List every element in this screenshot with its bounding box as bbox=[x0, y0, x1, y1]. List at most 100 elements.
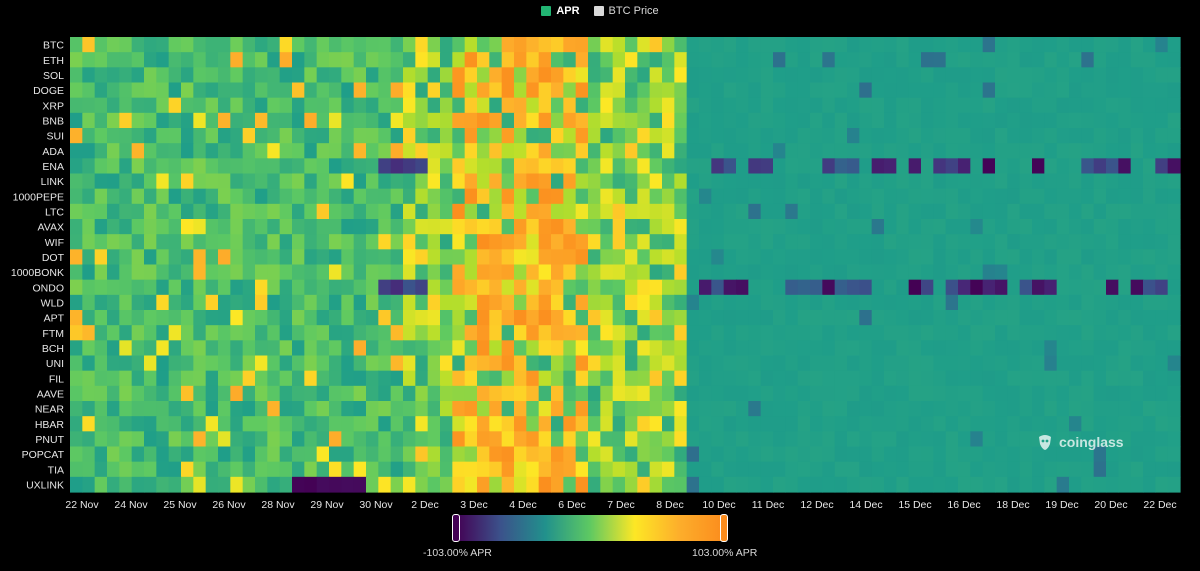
heatmap-cell[interactable] bbox=[1069, 476, 1082, 493]
heatmap-cell[interactable] bbox=[748, 264, 762, 281]
heatmap-cell[interactable] bbox=[378, 203, 392, 220]
heatmap-cell[interactable] bbox=[440, 249, 453, 266]
heatmap-cell[interactable] bbox=[378, 476, 392, 493]
heatmap-cell[interactable] bbox=[637, 67, 651, 84]
heatmap-cell[interactable] bbox=[760, 310, 774, 326]
heatmap-cell[interactable] bbox=[933, 294, 947, 311]
heatmap-cell[interactable] bbox=[218, 173, 231, 190]
heatmap-cell[interactable] bbox=[1007, 173, 1021, 190]
heatmap-cell[interactable] bbox=[242, 461, 256, 478]
heatmap-cell[interactable] bbox=[785, 188, 799, 205]
heatmap-cell[interactable] bbox=[415, 97, 429, 114]
heatmap-cell[interactable] bbox=[921, 476, 934, 493]
heatmap-cell[interactable] bbox=[908, 461, 922, 478]
heatmap-cell[interactable] bbox=[982, 476, 996, 493]
heatmap-cell[interactable] bbox=[884, 158, 897, 175]
heatmap-cell[interactable] bbox=[107, 476, 120, 493]
heatmap-cell[interactable] bbox=[526, 446, 540, 463]
heatmap-cell[interactable] bbox=[316, 112, 330, 129]
heatmap-cell[interactable] bbox=[1032, 310, 1045, 326]
heatmap-cell[interactable] bbox=[390, 370, 404, 387]
heatmap-cell[interactable] bbox=[785, 355, 799, 372]
heatmap-cell[interactable] bbox=[551, 431, 564, 448]
heatmap-cell[interactable] bbox=[378, 249, 392, 266]
heatmap-cell[interactable] bbox=[1019, 370, 1033, 387]
heatmap-cell[interactable] bbox=[921, 264, 934, 281]
heatmap-cell[interactable] bbox=[933, 446, 947, 463]
heatmap-cell[interactable] bbox=[1143, 188, 1156, 205]
heatmap-cell[interactable] bbox=[699, 52, 712, 68]
heatmap-cell[interactable] bbox=[588, 97, 601, 114]
heatmap-cell[interactable] bbox=[255, 385, 268, 402]
heatmap-cell[interactable] bbox=[144, 279, 157, 296]
heatmap-cell[interactable] bbox=[440, 476, 453, 493]
heatmap-cell[interactable] bbox=[464, 97, 478, 114]
heatmap-cell[interactable] bbox=[674, 203, 688, 220]
heatmap-cell[interactable] bbox=[353, 370, 367, 387]
heatmap-cell[interactable] bbox=[501, 249, 515, 266]
heatmap-cell[interactable] bbox=[1093, 461, 1107, 478]
heatmap-cell[interactable] bbox=[168, 279, 182, 296]
heatmap-cell[interactable] bbox=[847, 385, 860, 402]
heatmap-cell[interactable] bbox=[329, 325, 342, 341]
heatmap-cell[interactable] bbox=[600, 264, 614, 281]
heatmap-cell[interactable] bbox=[884, 264, 897, 281]
heatmap-cell[interactable] bbox=[686, 431, 700, 448]
heatmap-cell[interactable] bbox=[131, 310, 145, 326]
heatmap-cell[interactable] bbox=[921, 294, 934, 311]
heatmap-cell[interactable] bbox=[551, 128, 564, 144]
heatmap-cell[interactable] bbox=[933, 67, 947, 84]
heatmap-cell[interactable] bbox=[255, 416, 268, 432]
heatmap-cell[interactable] bbox=[1130, 188, 1144, 205]
heatmap-cell[interactable] bbox=[859, 143, 873, 159]
heatmap-cell[interactable] bbox=[711, 385, 725, 402]
heatmap-cell[interactable] bbox=[810, 416, 823, 432]
heatmap-cell[interactable] bbox=[686, 143, 700, 159]
heatmap-cell[interactable] bbox=[736, 97, 749, 114]
heatmap-cell[interactable] bbox=[501, 97, 515, 114]
heatmap-cell[interactable] bbox=[489, 67, 503, 84]
heatmap-cell[interactable] bbox=[168, 188, 182, 205]
heatmap-cell[interactable] bbox=[218, 67, 231, 84]
heatmap-cell[interactable] bbox=[884, 355, 897, 372]
heatmap-cell[interactable] bbox=[921, 203, 934, 220]
heatmap-cell[interactable] bbox=[526, 476, 540, 493]
heatmap-cell[interactable] bbox=[625, 249, 638, 266]
heatmap-cell[interactable] bbox=[403, 97, 416, 114]
heatmap-cell[interactable] bbox=[230, 219, 244, 235]
heatmap-cell[interactable] bbox=[662, 203, 675, 220]
heatmap-cell[interactable] bbox=[982, 355, 996, 372]
heatmap-cell[interactable] bbox=[834, 370, 848, 387]
heatmap-cell[interactable] bbox=[970, 385, 984, 402]
heatmap-cell[interactable] bbox=[1093, 310, 1107, 326]
heatmap-cell[interactable] bbox=[144, 143, 157, 159]
heatmap-cell[interactable] bbox=[415, 401, 429, 417]
heatmap-cell[interactable] bbox=[1044, 249, 1058, 266]
heatmap-cell[interactable] bbox=[884, 37, 897, 53]
heatmap-cell[interactable] bbox=[637, 173, 651, 190]
heatmap-cell[interactable] bbox=[600, 112, 614, 129]
heatmap-cell[interactable] bbox=[292, 340, 305, 357]
heatmap-cell[interactable] bbox=[711, 310, 725, 326]
heatmap-cell[interactable] bbox=[970, 325, 984, 341]
heatmap-cell[interactable] bbox=[982, 158, 996, 175]
heatmap-cell[interactable] bbox=[1155, 234, 1169, 250]
heatmap-cell[interactable] bbox=[760, 325, 774, 341]
heatmap-cell[interactable] bbox=[933, 355, 947, 372]
heatmap-cell[interactable] bbox=[625, 82, 638, 99]
heatmap-cell[interactable] bbox=[588, 67, 601, 84]
heatmap-cell[interactable] bbox=[538, 461, 552, 478]
heatmap-cell[interactable] bbox=[711, 461, 725, 478]
heatmap-cell[interactable] bbox=[255, 173, 268, 190]
heatmap-cell[interactable] bbox=[489, 158, 503, 175]
heatmap-cell[interactable] bbox=[390, 97, 404, 114]
heatmap-cell[interactable] bbox=[871, 203, 885, 220]
heatmap-cell[interactable] bbox=[526, 67, 540, 84]
heatmap-cell[interactable] bbox=[440, 37, 453, 53]
heatmap-cell[interactable] bbox=[575, 416, 589, 432]
heatmap-cell[interactable] bbox=[551, 143, 564, 159]
heatmap-cell[interactable] bbox=[884, 385, 897, 402]
heatmap-cell[interactable] bbox=[82, 310, 96, 326]
heatmap-cell[interactable] bbox=[181, 249, 194, 266]
heatmap-cell[interactable] bbox=[304, 52, 318, 68]
